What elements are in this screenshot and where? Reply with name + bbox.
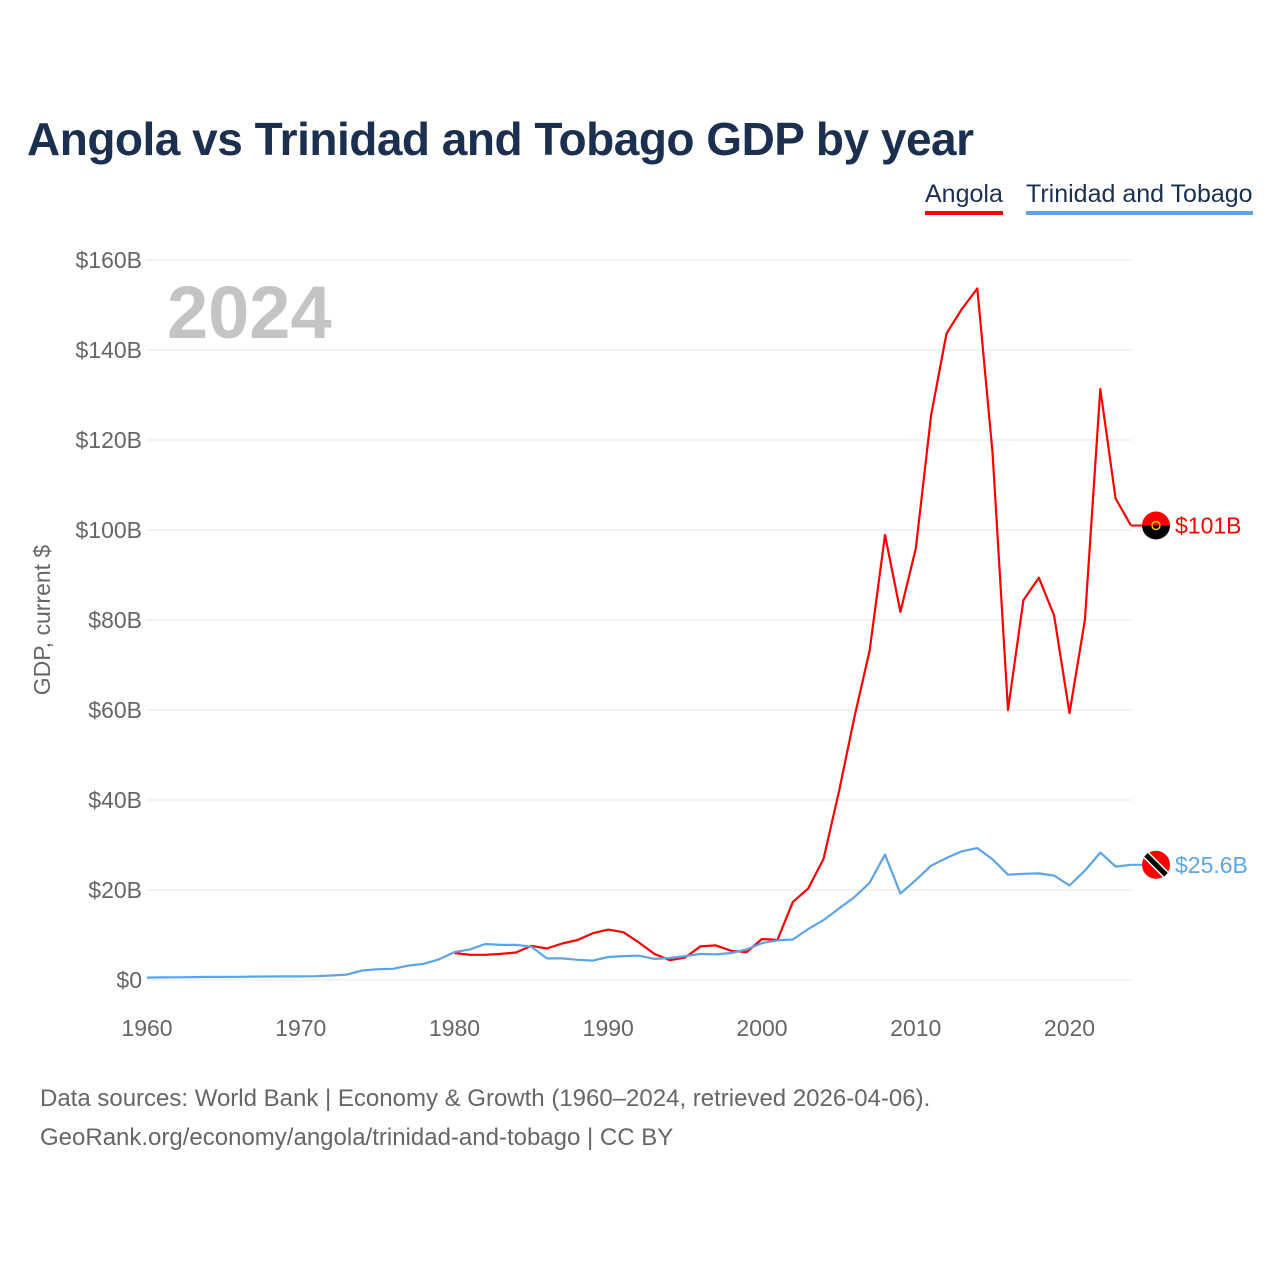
footer-link[interactable]: GeoRank.org/economy/angola/trinidad-and-… (40, 1124, 674, 1151)
angola-flag-icon (1142, 511, 1170, 526)
y-tick-label: $40B (88, 787, 142, 813)
footer-sources: Data sources: World Bank | Economy & Gro… (40, 1085, 931, 1112)
legend-trinidad-and-tobago[interactable]: Trinidad and Tobago (1026, 180, 1253, 215)
year-watermark: 2024 (167, 271, 332, 354)
legend-angola[interactable]: Angola (925, 180, 1003, 215)
end-value-label: $101B (1175, 513, 1242, 539)
trinidad-flag-stripe-black (1144, 853, 1168, 877)
y-tick-label: $20B (88, 877, 142, 903)
series-line-angola (454, 287, 1132, 962)
x-tick-label: 1970 (275, 1015, 326, 1041)
end-value-label: $25.6B (1175, 852, 1248, 878)
x-tick-label: 1960 (121, 1015, 172, 1041)
y-tick-label: $120B (75, 427, 142, 453)
y-tick-label: $0 (116, 967, 142, 993)
x-tick-label: 2020 (1044, 1015, 1095, 1041)
y-tick-label: $60B (88, 697, 142, 723)
x-tick-label: 1990 (583, 1015, 634, 1041)
y-axis-label: GDP, current $ (29, 545, 55, 696)
series-line-trinidad-and-tobago (146, 846, 1132, 979)
x-tick-label: 1980 (429, 1015, 480, 1041)
y-tick-label: $100B (75, 517, 142, 543)
y-tick-label: $160B (75, 247, 142, 273)
chart-title: Angola vs Trinidad and Tobago GDP by yea… (27, 113, 974, 165)
angola-emblem-icon (1151, 520, 1161, 531)
y-tick-label: $140B (75, 337, 142, 363)
y-tick-label: $80B (88, 607, 142, 633)
x-tick-label: 2000 (736, 1015, 787, 1041)
angola-flag-icon-lower (1142, 525, 1170, 540)
x-tick-label: 2010 (890, 1015, 941, 1041)
